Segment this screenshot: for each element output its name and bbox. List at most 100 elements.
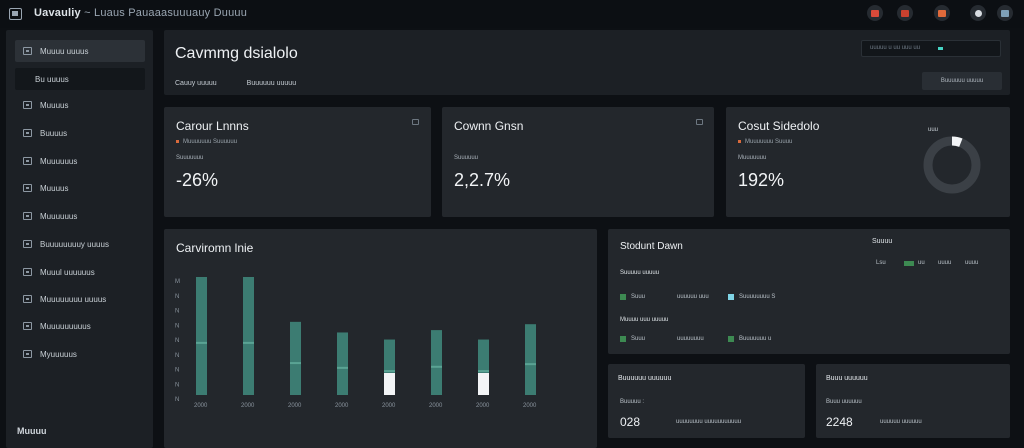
user-icon[interactable] <box>997 5 1013 21</box>
sidebar-footer[interactable]: Muuuu <box>17 426 47 436</box>
chart-bar[interactable] <box>525 324 536 395</box>
card-menu-icon[interactable] <box>412 119 419 125</box>
clock-icon[interactable] <box>970 5 986 21</box>
status-dot-icon <box>738 139 741 143</box>
status-group1-label: Suuuuu uuuuu <box>620 270 660 276</box>
chart-panel: Carviromn lnie M N N N N N N N N 2000 2000 2000 2000… <box>164 229 597 448</box>
sidebar-item-label: Myuuuuus <box>40 349 77 359</box>
grid-icon <box>23 268 32 276</box>
bar-segment <box>384 370 395 373</box>
sidebar-item-2[interactable]: Muuuus <box>15 94 145 116</box>
bar-highlight <box>478 373 489 395</box>
chart-title: Carviromn lnie <box>176 241 254 255</box>
sidebar-item-9[interactable]: Muuuuuuuu uuuus <box>15 288 145 310</box>
bottom-panel-1: Buuuuuu uuuuuu Buuuuu : 028 uuuuuuuu uuu… <box>608 364 805 438</box>
stat-card-sub: Muuuuuuu Suuuu <box>738 139 792 145</box>
search-input[interactable]: uuuuu u uu uuu uu <box>861 40 1001 57</box>
y-tick-label: N <box>175 368 179 374</box>
status-legend-2: uuuu <box>938 260 952 266</box>
chart-bar[interactable] <box>290 321 301 395</box>
bottom-panel-value: 2248 <box>826 415 853 429</box>
tab-0[interactable]: Cauuy uuuuu <box>175 80 217 87</box>
stat-card-label: Suuuuuuu <box>176 155 204 161</box>
sidebar-item-subpage[interactable]: Bu uuuus <box>15 68 145 90</box>
header-tabs: Cauuy uuuuu Buuuuuu uuuuu <box>175 80 296 87</box>
status-swatch-icon <box>620 294 626 300</box>
status-panel: Stodunt Dawn Suuuu Lsu uu uuuu uuuu Suuu… <box>608 229 1010 354</box>
tab-1[interactable]: Buuuuuu uuuuu <box>246 80 297 87</box>
grid-icon <box>23 129 32 137</box>
bottom-panel-2: Buuu uuuuuu Buuu uuuuuu 2248 uuuuuu uuuu… <box>816 364 1010 438</box>
grid-icon <box>23 322 32 330</box>
status-legend-0: Lsu <box>876 260 886 266</box>
y-tick-label: N <box>175 353 179 359</box>
bar-segment <box>525 363 536 366</box>
y-tick-label: N <box>175 294 179 300</box>
bar-segment <box>337 366 348 369</box>
y-tick-label: N <box>175 338 179 344</box>
alert-icon[interactable] <box>897 5 913 21</box>
sidebar-item-label: Bu uuuus <box>35 74 69 84</box>
sidebar-item-label: Muuuus <box>40 183 69 193</box>
y-tick-label: N <box>175 309 179 315</box>
chart-bar[interactable] <box>337 332 348 395</box>
x-tick-label: 2000 <box>476 403 490 409</box>
page-header: Cavmmg dsialolo Cauuy uuuuu Buuuuuu uuuu… <box>164 30 1010 95</box>
donut-label: uuu <box>928 127 939 133</box>
sidebar-item-7[interactable]: Buuuuuuuuy uuuus <box>15 233 145 255</box>
y-tick-label: N <box>175 323 179 329</box>
status-item-label: Suuuuuuuu S <box>739 294 776 300</box>
grid-icon <box>23 157 32 165</box>
x-tick-label: 2000 <box>288 403 302 409</box>
chart-bar[interactable] <box>384 339 395 395</box>
header-action-button[interactable]: Buuuuuu uuuuu <box>922 72 1002 90</box>
card-menu-icon[interactable] <box>696 119 703 125</box>
status-legend-3: uuuu <box>965 260 979 266</box>
sidebar-item-5[interactable]: Muuuus <box>15 177 145 199</box>
sidebar-item-label: Muuuuuuuuus <box>40 321 91 331</box>
calendar-icon[interactable] <box>934 5 950 21</box>
sidebar-item-home[interactable]: Muuuu uuuus <box>15 40 145 62</box>
status-legend-1: uu <box>918 260 925 266</box>
grid-icon <box>23 212 32 220</box>
status-swatch-icon <box>728 336 734 342</box>
donut-arc <box>923 136 981 194</box>
chart-bar[interactable] <box>243 277 254 395</box>
sidebar-item-11[interactable]: Myuuuuus <box>15 343 145 365</box>
sidebar-item-8[interactable]: Muuul uuuuuus <box>15 261 145 283</box>
bottom-panel-label: Buuuuu : <box>620 399 645 405</box>
bottom-panel-title: Buuuuuu uuuuuu <box>618 375 672 382</box>
x-tick-label: 2000 <box>429 403 443 409</box>
x-tick-label: 2000 <box>241 403 255 409</box>
stat-card-value: 192% <box>738 170 785 190</box>
chart-bar[interactable] <box>431 330 442 395</box>
sidebar-item-6[interactable]: Muuuuuus <box>15 205 145 227</box>
app-logo-icon <box>9 8 22 20</box>
status-item-value: uuuuuu uuu <box>677 294 709 300</box>
bottom-panel-detail: uuuuuu uuuuuu <box>880 419 922 425</box>
top-bar: Uavauliy ~ Luaus Pauaaasuuuauy Duuuu <box>0 0 1024 28</box>
sidebar-item-10[interactable]: Muuuuuuuuus <box>15 315 145 337</box>
grid-icon <box>23 295 32 303</box>
status-item-label: Buuuuuuu u <box>739 336 772 342</box>
stat-card-value: 2,2.7% <box>454 170 511 190</box>
y-tick-label: N <box>175 382 179 388</box>
chart-bar[interactable] <box>196 277 207 395</box>
stat-card-title: Cownn Gnsn <box>454 119 524 133</box>
sidebar-item-3[interactable]: Buuuus <box>15 122 145 144</box>
sidebar: Muuuu uuuus Bu uuuus Muuuus Buuuus Muuuu… <box>6 30 153 448</box>
chart-bar[interactable] <box>478 339 489 395</box>
stat-card-label: Muuuuuuu <box>738 155 767 161</box>
sidebar-item-label: Muuuuuus <box>40 156 78 166</box>
bar-highlight <box>384 373 395 395</box>
sidebar-item-label: Buuuuuuuuy uuuus <box>40 239 109 249</box>
stat-card-2: Cownn Gnsn Suuuuuu 2,2.7% <box>442 107 714 217</box>
x-tick-label: 2000 <box>382 403 396 409</box>
stat-card-value: -26% <box>176 170 219 190</box>
app-subtitle: ~ Luaus Pauaaasuuuauy Duuuu <box>84 7 248 19</box>
stat-card-title: Cosut Sidedolo <box>738 119 820 133</box>
flag-icon[interactable] <box>867 5 883 21</box>
sidebar-item-4[interactable]: Muuuuuus <box>15 150 145 172</box>
bar-segment <box>478 370 489 373</box>
y-tick-label: M <box>175 279 180 285</box>
